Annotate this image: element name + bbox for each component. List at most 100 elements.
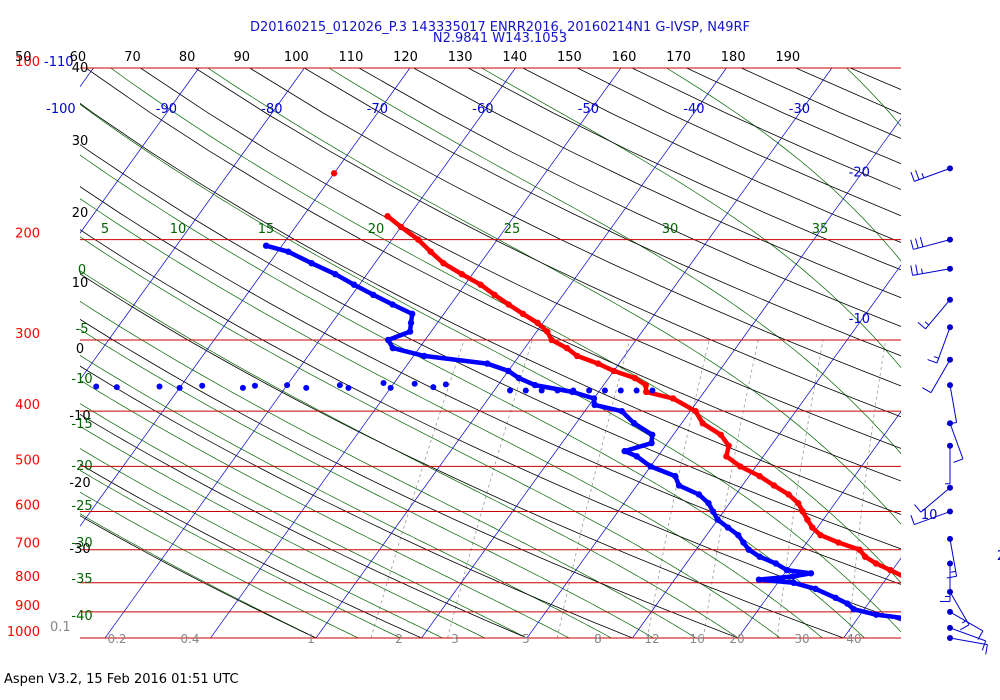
dewpoint-trace-point — [705, 499, 712, 507]
wind-barb — [922, 356, 953, 394]
moist-adiabat-line — [80, 154, 865, 638]
left-green-label: -35 — [71, 572, 92, 587]
top-axis-label: 90 — [233, 50, 250, 65]
dewpoint-trace-point — [755, 576, 763, 583]
isotherm-label: 10 — [921, 508, 938, 523]
temperature-trace-point — [543, 328, 551, 335]
dewpoint-trace-point — [756, 553, 763, 560]
isotherm-line — [843, 557, 901, 638]
dry-adiabat-line — [468, 68, 901, 271]
temperature-trace-point — [835, 539, 842, 546]
mixing-ratio-label: 16 — [689, 632, 704, 646]
dewpoint-trace-point — [789, 573, 797, 580]
dry-adiabat-line — [80, 102, 901, 515]
wind-barb — [910, 508, 953, 526]
moist-adiabat-line — [80, 198, 823, 638]
moist-adiabat-line — [80, 491, 359, 638]
mixing-ratio-line — [848, 339, 887, 638]
temperature-trace-point — [918, 586, 924, 592]
mixing-ratio-label: 5 — [522, 632, 530, 646]
isotherm-label: 20 — [997, 549, 1000, 564]
temperature-trace-point — [941, 597, 947, 603]
temperature-trace-point — [856, 546, 863, 553]
left-green-label: 0 — [78, 263, 86, 278]
top-axis-label: 80 — [179, 50, 196, 65]
isotherm-label: -80 — [261, 102, 282, 117]
isotherm-label: -70 — [367, 102, 388, 117]
dewpoint-trace-point — [714, 516, 721, 523]
moist-adiabat-line — [80, 104, 901, 633]
mixing-ratio-label: 30 — [794, 632, 809, 646]
theta-e-label: 5 — [101, 222, 109, 237]
mixing-ratio-label: 0.4 — [180, 632, 199, 646]
dewpoint-trace-point — [917, 617, 923, 623]
sounding-traces — [51, 170, 947, 623]
software-footer: Aspen V3.2, 15 Feb 2016 01:51 UTC — [4, 672, 239, 687]
dewpoint-scatter-point — [336, 382, 343, 389]
dry-adiabat-line — [577, 68, 901, 217]
temperature-trace-point — [594, 360, 602, 367]
dewpoint-scatter-point — [239, 384, 246, 391]
dry-adiabat-line — [80, 144, 901, 550]
left-green-label: -40 — [71, 609, 92, 624]
wind-barb — [940, 560, 953, 602]
left-green-label: -5 — [76, 322, 89, 337]
temperature-trace-point — [631, 374, 639, 382]
dewpoint-trace-point — [872, 611, 880, 618]
temperature-trace-point — [548, 336, 555, 344]
dry-adiabat-line — [194, 68, 901, 418]
temperature-trace-point — [642, 388, 650, 396]
theta-e-label: 30 — [662, 222, 679, 237]
theta-e-label: 20 — [368, 222, 385, 237]
background-grid — [80, 68, 901, 638]
temperature-trace-point — [692, 407, 699, 415]
temperature-trace-point — [725, 442, 732, 449]
mixing-ratio-label: 1 — [307, 632, 315, 646]
pressure-label: 300 — [15, 327, 40, 342]
dry-adiabat-line — [358, 68, 901, 327]
dewpoint-scatter-point — [570, 387, 577, 394]
isotherm-line — [104, 68, 516, 638]
temperature-trace-point — [397, 223, 405, 231]
dewpoint-trace — [265, 243, 901, 620]
dewpoint-trace-point — [389, 344, 397, 352]
temperature-trace-point — [723, 453, 730, 460]
dewpoint-trace-point — [406, 328, 414, 335]
dry-adiabat-line — [85, 68, 901, 482]
wind-barb — [947, 588, 970, 631]
dewpoint-scatter-point — [554, 387, 561, 394]
dewpoint-trace-point — [807, 570, 815, 577]
dewpoint-trace-point — [484, 360, 491, 367]
temperature-trace-point — [491, 291, 498, 299]
dry-adiabat-line — [249, 68, 901, 387]
top-axis-label: 150 — [557, 50, 582, 65]
temperature-trace-point — [669, 395, 677, 402]
dewpoint-scatter-point — [586, 387, 593, 394]
left-green-label: -30 — [71, 536, 92, 551]
wind-barb — [946, 382, 958, 425]
isotherm-line — [526, 117, 901, 638]
dewpoint-trace-point — [308, 259, 315, 267]
dewpoint-scatter-point — [303, 384, 310, 391]
dewpoint-trace-point — [709, 508, 717, 515]
dry-adiabat-line — [686, 68, 901, 165]
mixing-ratio-line — [556, 339, 630, 638]
moist-adiabat-line — [80, 379, 570, 638]
dewpoint-trace-point — [384, 336, 392, 344]
pressure-label: 900 — [15, 599, 40, 614]
mixing-ratio-line — [702, 339, 759, 638]
pressure-label: 500 — [15, 453, 40, 468]
dewpoint-trace-point — [591, 401, 598, 409]
dry-adiabat-line — [741, 68, 901, 139]
theta-e-label: 25 — [504, 222, 521, 237]
dewpoint-scatter-point — [345, 384, 352, 391]
top-axis-label: 180 — [721, 50, 746, 65]
left-temperature-label: 0 — [76, 342, 84, 357]
moist-adiabat-line — [80, 236, 781, 638]
dewpoint-trace-point — [724, 524, 732, 531]
dry-adiabat-line — [304, 68, 901, 357]
dewpoint-scatter-point — [51, 384, 57, 390]
wind-barbs-column — [910, 165, 988, 655]
dewpoint-trace-point — [695, 491, 703, 498]
